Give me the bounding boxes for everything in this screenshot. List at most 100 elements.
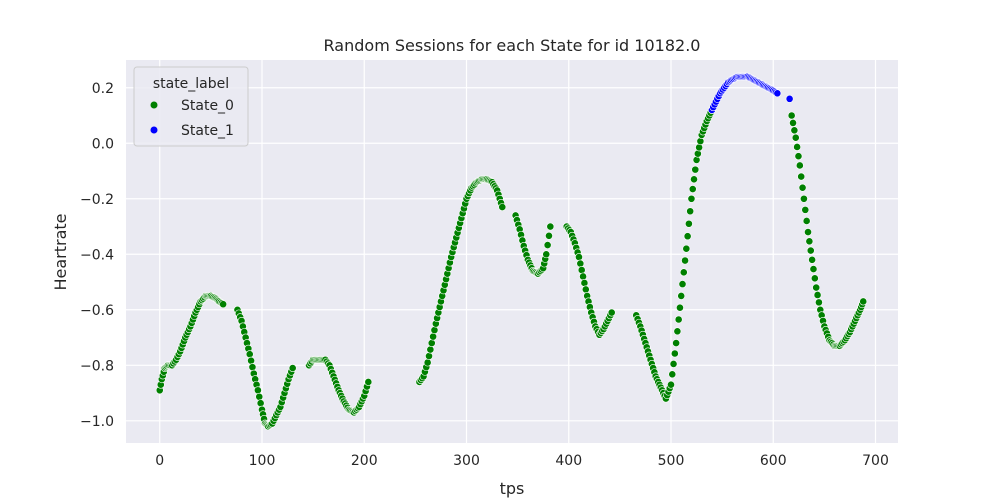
data-point (810, 274, 819, 283)
data-point (805, 237, 814, 246)
data-point (546, 222, 555, 231)
data-point (679, 268, 688, 277)
data-point (245, 350, 254, 359)
data-point (800, 194, 808, 203)
y-axis-label: Heartrate (51, 213, 70, 290)
x-tick-label: 200 (351, 453, 378, 469)
data-point (790, 126, 799, 135)
data-point (687, 194, 696, 203)
data-point (219, 300, 228, 309)
data-point (797, 172, 806, 181)
x-tick-label: 600 (760, 453, 787, 469)
legend-box (133, 66, 249, 147)
gridlines (126, 60, 898, 443)
data-point (787, 111, 796, 120)
data-point (576, 259, 585, 268)
data-point (695, 143, 704, 152)
data-point (288, 364, 297, 372)
data-point (808, 255, 817, 264)
data-point (801, 205, 810, 214)
data-point (247, 356, 255, 365)
data-point (674, 315, 683, 324)
data-point (686, 207, 695, 216)
data-point (802, 217, 811, 225)
data-point (809, 265, 818, 273)
data-point (577, 266, 586, 274)
data-point (607, 308, 616, 317)
data-point (575, 253, 583, 261)
data-point (581, 285, 590, 294)
data-point (791, 133, 800, 142)
y-tick-label: −0.4 (80, 247, 114, 263)
data-point (678, 280, 687, 289)
data-point (795, 161, 804, 170)
x-tick-label: 700 (862, 453, 889, 469)
y-axis-ticks: 0.2 0.0 −0.2 −0.4 −0.6 −0.8 −1.0 (80, 81, 114, 430)
x-axis-label: tps (500, 479, 525, 498)
data-point (423, 358, 432, 367)
data-points (155, 72, 868, 431)
data-point (773, 89, 782, 98)
data-point (815, 298, 823, 307)
data-point (543, 241, 552, 249)
legend-label-state-1: State_1 (181, 123, 234, 139)
data-point (673, 327, 682, 336)
data-point (677, 292, 686, 300)
data-point (429, 332, 437, 341)
x-tick-label: 400 (555, 453, 582, 469)
y-tick-label: −0.8 (80, 358, 114, 374)
data-point (806, 246, 815, 255)
data-point (580, 279, 589, 287)
data-point (793, 143, 802, 151)
data-point (682, 244, 691, 253)
data-point (681, 256, 689, 265)
data-point (693, 149, 702, 158)
data-point (670, 349, 679, 358)
data-point (798, 183, 807, 192)
data-point (794, 152, 803, 161)
data-point (692, 156, 701, 164)
legend-marker-state-0 (150, 101, 158, 109)
x-tick-label: 300 (453, 453, 480, 469)
series-state-0 (155, 106, 868, 431)
data-point (688, 185, 697, 193)
data-point (254, 386, 262, 395)
x-tick-label: 0 (155, 453, 164, 469)
data-point (542, 250, 551, 259)
data-point (683, 232, 692, 241)
data-point (426, 345, 435, 354)
legend-label-state-0: State_0 (181, 98, 234, 114)
data-point (425, 352, 433, 360)
data-point (691, 165, 700, 174)
data-point (859, 297, 868, 306)
data-point (690, 175, 698, 184)
data-point (498, 203, 507, 211)
data-point (579, 272, 587, 281)
x-tick-label: 500 (658, 453, 685, 469)
legend-title: state_label (153, 76, 229, 92)
y-tick-label: 0.2 (92, 81, 114, 97)
data-point (427, 339, 436, 347)
data-point (812, 283, 821, 292)
x-axis-ticks: 0 100 200 300 400 500 600 700 (155, 453, 889, 469)
data-point (785, 94, 794, 103)
data-point (545, 231, 553, 240)
y-tick-label: −1.0 (80, 414, 114, 430)
data-point (684, 219, 693, 228)
legend: state_label State_0 State_1 (133, 66, 249, 147)
x-tick-label: 100 (249, 453, 276, 469)
data-point (696, 137, 705, 146)
data-point (248, 363, 257, 372)
legend-marker-state-1 (150, 126, 158, 134)
data-point (364, 378, 373, 386)
data-point (668, 370, 677, 379)
y-tick-label: −0.2 (80, 192, 114, 208)
y-tick-label: −0.6 (80, 303, 114, 319)
data-point (813, 291, 822, 299)
data-point (789, 119, 797, 127)
data-point (804, 228, 812, 236)
data-point (676, 303, 684, 312)
data-point (669, 360, 678, 368)
data-point (667, 380, 675, 389)
